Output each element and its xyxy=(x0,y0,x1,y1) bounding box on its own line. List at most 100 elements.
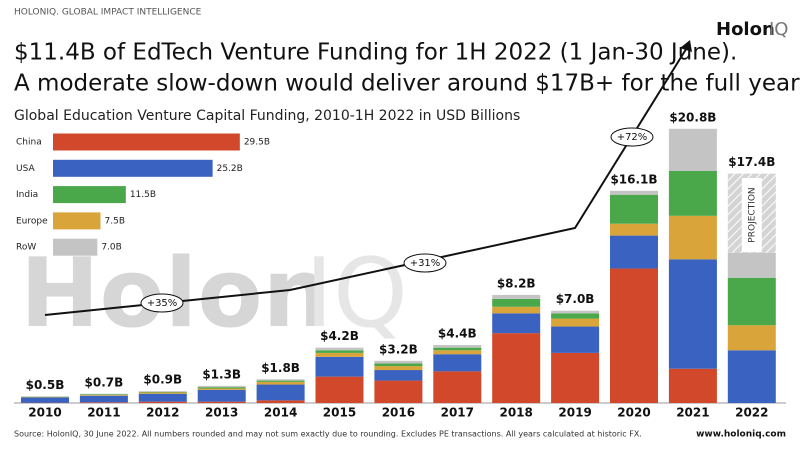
bar-segment xyxy=(433,371,481,403)
bar-segment xyxy=(374,366,422,370)
bar-segment xyxy=(669,369,717,403)
total-label: $0.9B xyxy=(143,373,182,387)
bar-segment xyxy=(492,295,540,299)
total-label: $1.8B xyxy=(261,361,300,375)
bar-segment xyxy=(728,350,776,403)
total-label: $17.4B xyxy=(728,155,775,169)
value-label: 25.2B xyxy=(217,164,243,174)
bar-segment xyxy=(610,269,658,403)
bar-segment xyxy=(198,386,246,387)
value-label: 7.0B xyxy=(101,243,122,253)
bar xyxy=(53,134,240,151)
x-tick-label: 2013 xyxy=(205,406,238,420)
bar-segment xyxy=(551,311,599,314)
bar-segment xyxy=(257,381,305,382)
bar-segment xyxy=(610,224,658,236)
bar-segment xyxy=(316,357,364,377)
source: Source: HolonIQ, 30 June 2022. All numbe… xyxy=(14,430,642,439)
bar-segment xyxy=(728,278,776,325)
bar-segment xyxy=(669,259,717,368)
bar-segment xyxy=(610,191,658,195)
bar-segment xyxy=(139,391,187,392)
x-tick-label: 2014 xyxy=(264,406,297,420)
bar-segment xyxy=(198,387,246,388)
x-tick-label: 2016 xyxy=(382,406,415,420)
bar-segment xyxy=(433,350,481,354)
bar xyxy=(53,212,101,229)
bar-segment xyxy=(139,402,187,403)
x-tick-label: 2021 xyxy=(676,406,709,420)
bar-segment xyxy=(492,307,540,314)
total-label: $3.2B xyxy=(379,342,418,356)
title-line: A moderate slow-down would deliver aroun… xyxy=(14,71,800,97)
bar-segment xyxy=(374,370,422,381)
bar-segment xyxy=(669,129,717,171)
bar-segment xyxy=(316,353,364,357)
bar-segment xyxy=(669,171,717,216)
bar-segment xyxy=(669,216,717,260)
logo-light: IQ xyxy=(769,19,788,40)
bar-segment xyxy=(139,392,187,393)
bar-segment xyxy=(198,389,246,390)
total-label: $20.8B xyxy=(669,110,716,124)
category-label: USA xyxy=(16,164,35,174)
bar-segment xyxy=(492,333,540,403)
bar-segment xyxy=(551,313,599,318)
bar-segment xyxy=(257,379,305,380)
bar xyxy=(53,186,126,203)
bar-segment xyxy=(198,402,246,403)
bar-segment xyxy=(80,402,128,403)
total-label: $0.7B xyxy=(85,375,124,389)
total-label: $7.0B xyxy=(556,292,595,306)
bar-segment xyxy=(433,354,481,371)
value-label: 11.5B xyxy=(130,190,156,200)
bar-segment xyxy=(257,382,305,385)
x-tick-label: 2011 xyxy=(87,406,120,420)
total-label: $8.2B xyxy=(497,276,536,290)
bar-segment xyxy=(492,313,540,333)
bar-segment xyxy=(492,299,540,307)
x-tick-label: 2018 xyxy=(499,406,532,420)
bar-segment xyxy=(139,394,187,402)
bar-segment xyxy=(257,385,305,401)
bar-segment xyxy=(551,353,599,403)
x-tick-label: 2010 xyxy=(28,406,61,420)
growth-label: +72% xyxy=(617,132,648,143)
value-label: 7.5B xyxy=(105,216,126,226)
bar-segment xyxy=(80,394,128,395)
logo-bold: Holon xyxy=(716,19,775,40)
bar-segment xyxy=(433,348,481,351)
subtitle: Global Education Venture Capital Funding… xyxy=(14,108,520,124)
total-label: $4.2B xyxy=(320,329,359,343)
bar-segment xyxy=(257,400,305,403)
value-label: 29.5B xyxy=(244,138,270,148)
x-tick-label: 2020 xyxy=(617,406,650,420)
bar-segment xyxy=(316,348,364,351)
total-label: $4.4B xyxy=(438,327,477,341)
bar-segment xyxy=(610,195,658,224)
bar-segment xyxy=(21,397,69,402)
category-label: RoW xyxy=(16,243,36,253)
website: www.holoniq.com xyxy=(696,430,786,440)
bar xyxy=(53,239,97,256)
bar-segment xyxy=(316,350,364,353)
growth-label: +35% xyxy=(147,298,178,309)
bar-segment xyxy=(610,236,658,269)
total-label: $0.5B xyxy=(26,378,65,392)
total-label: $1.3B xyxy=(202,367,241,381)
title-line: $11.4B of EdTech Venture Funding for 1H … xyxy=(14,40,737,66)
x-tick-label: 2019 xyxy=(558,406,591,420)
category-label: Europe xyxy=(16,216,48,226)
bar-segment xyxy=(374,361,422,364)
x-tick-label: 2012 xyxy=(146,406,179,420)
bar-segment xyxy=(80,396,128,403)
bar-segment xyxy=(198,390,246,402)
header: HOLONIQ. GLOBAL IMPACT INTELLIGENCE xyxy=(14,8,202,18)
projection-label: PROJECTION xyxy=(747,187,757,242)
growth-label: +31% xyxy=(410,258,441,269)
bar-segment xyxy=(80,394,128,395)
bar xyxy=(53,160,213,177)
x-tick-label: 2015 xyxy=(323,406,356,420)
x-tick-label: 2017 xyxy=(441,406,474,420)
